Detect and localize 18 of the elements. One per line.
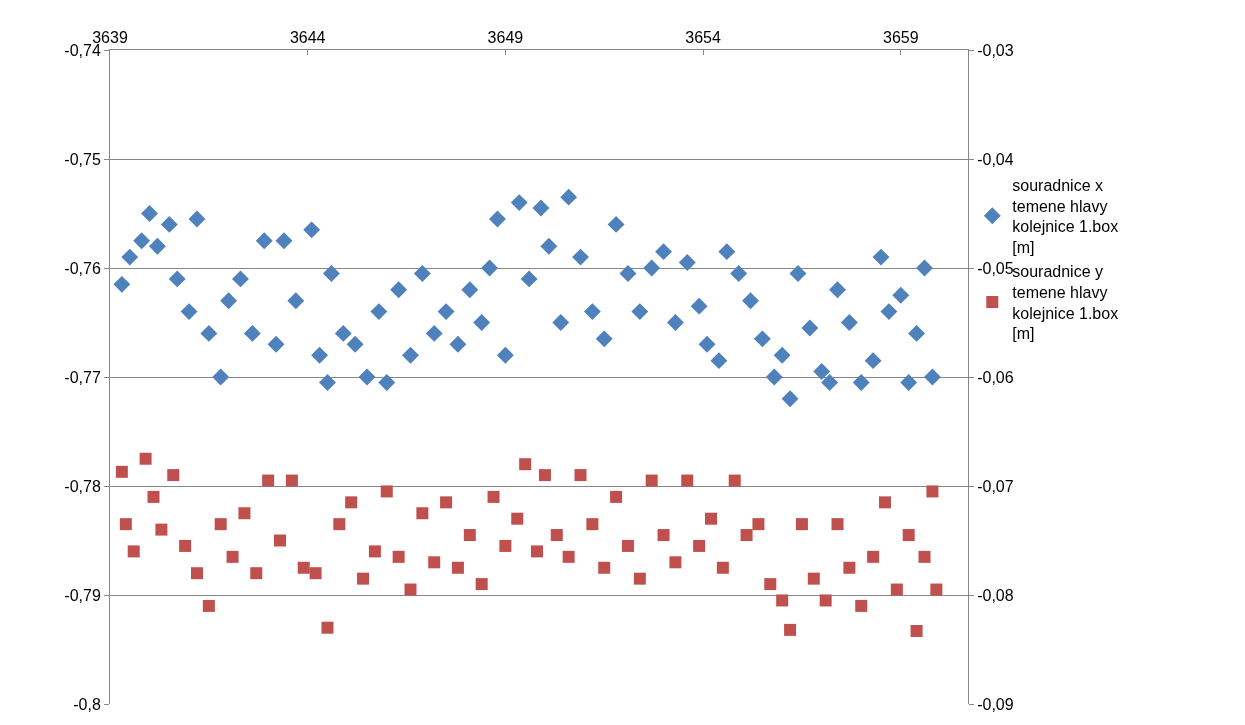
y2-tick-label: -0,09 xyxy=(977,695,1014,713)
y-tick-label: -0,78 xyxy=(64,477,101,495)
y2-tick-label: -0,04 xyxy=(977,150,1014,168)
x-tick-label: 3659 xyxy=(882,28,919,46)
y2-tick-label: -0,08 xyxy=(977,586,1014,604)
y2-tick-label: -0,05 xyxy=(977,259,1014,277)
y2-tick-label: -0,06 xyxy=(977,368,1014,386)
legend-label: souradnice y temene hlavy kolejnice 1.box [m] xyxy=(1012,263,1119,343)
y2-tick-label: -0,07 xyxy=(977,477,1014,495)
x-tick-label: 3654 xyxy=(685,28,721,46)
y-tick-label: -0,75 xyxy=(64,150,101,168)
x-tick-label: 3644 xyxy=(289,28,326,46)
y-tick-label: -0,8 xyxy=(73,695,101,713)
x-tick-label: 3649 xyxy=(487,28,524,46)
y-tick-label: -0,77 xyxy=(64,368,101,386)
y-tick-label: -0,79 xyxy=(64,586,101,604)
y2-tick-label: -0,03 xyxy=(977,41,1014,59)
y-tick-label: -0,76 xyxy=(64,259,101,277)
